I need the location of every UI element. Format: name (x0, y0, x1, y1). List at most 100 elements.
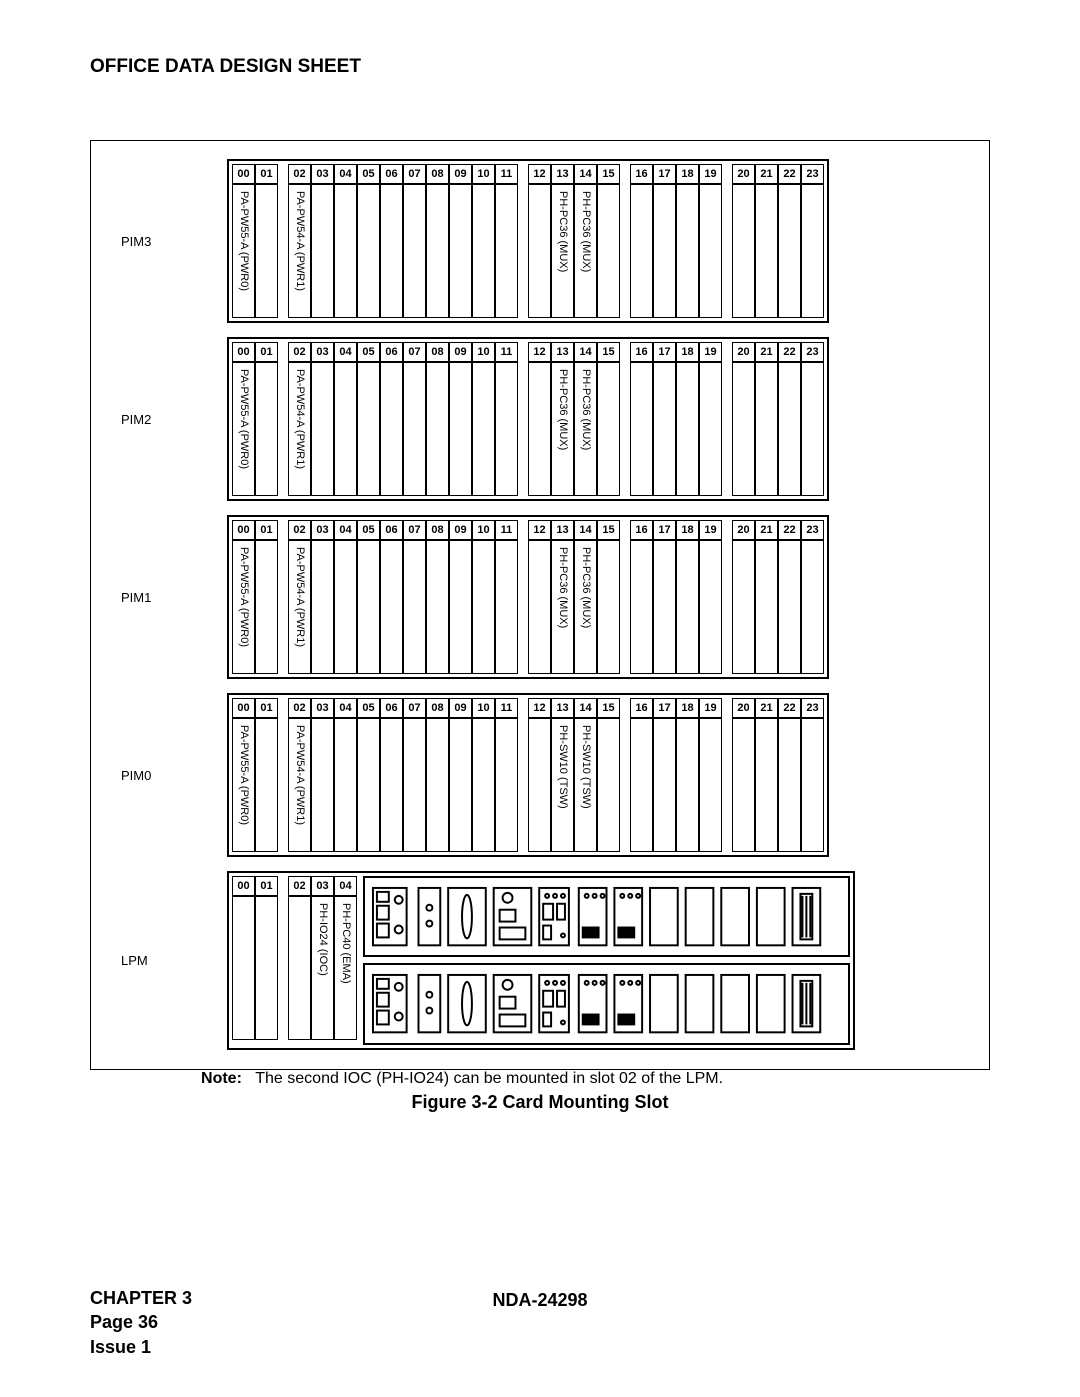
slot-body (403, 718, 426, 852)
slot-head: 19 (699, 698, 722, 718)
slot-body (699, 540, 722, 674)
slot-body (597, 362, 620, 496)
slot-head: 00 (232, 876, 255, 896)
slot-head: 02 (288, 342, 311, 362)
slot-body (676, 718, 699, 852)
slot-body: PA-PW54-A (PWR1) (288, 184, 311, 318)
slot-body (676, 540, 699, 674)
slot-body (653, 362, 676, 496)
slot-head: 18 (676, 698, 699, 718)
slot-body (495, 540, 518, 674)
slot-head: 07 (403, 698, 426, 718)
slot-body (449, 362, 472, 496)
note-prefix: Note: (201, 1070, 242, 1087)
slot-head: 05 (357, 698, 380, 718)
slot-body (334, 184, 357, 318)
footer-chapter: CHAPTER 3 (90, 1286, 192, 1310)
rack-label-lpm: LPM (121, 953, 227, 968)
rack-row-pim3: PIM3 00 01 02 03 04 05 06 07 08 09 10 11 (121, 159, 959, 323)
slot-body (801, 184, 824, 318)
slot-head: 22 (778, 164, 801, 184)
card-label: PH-PC36 (MUX) (580, 191, 592, 272)
slot-body (801, 718, 824, 852)
slot-body (380, 540, 403, 674)
slot-head: 04 (334, 876, 357, 896)
slot-body (334, 718, 357, 852)
slot-head: 04 (334, 698, 357, 718)
slot-head: 07 (403, 342, 426, 362)
slot-head: 08 (426, 164, 449, 184)
slot-head: 05 (357, 342, 380, 362)
slot-body (449, 184, 472, 318)
card-label: PA-PW55-A (PWR0) (238, 547, 250, 647)
slot-body: PA-PW54-A (PWR1) (288, 718, 311, 852)
slot-head: 04 (334, 164, 357, 184)
slot-headers: 00 01 02 03 04 05 06 07 08 09 10 11 12 1… (232, 164, 824, 184)
chassis-pim0: 00 01 02 03 04 05 06 07 08 09 10 11 12 1… (227, 693, 829, 857)
slot-head: 02 (288, 876, 311, 896)
slot-body (676, 184, 699, 318)
slot-body (630, 718, 653, 852)
slot-head: 16 (630, 698, 653, 718)
slot-body (255, 896, 278, 1040)
slot-head: 18 (676, 164, 699, 184)
slot-head: 12 (528, 342, 551, 362)
slot-body (311, 540, 334, 674)
slot-head: 20 (732, 164, 755, 184)
slot-head: 07 (403, 520, 426, 540)
slot-head: 00 (232, 342, 255, 362)
slot-body (334, 540, 357, 674)
card-label: PH-PC40 (EMA) (340, 903, 352, 984)
lpm-panel (363, 876, 850, 957)
slot-head: 13 (551, 520, 574, 540)
slot-head: 08 (426, 342, 449, 362)
slot-body (357, 540, 380, 674)
slot-head: 09 (449, 164, 472, 184)
rack-label-pim3: PIM3 (121, 234, 227, 249)
slot-body: PA-PW54-A (PWR1) (288, 540, 311, 674)
slot-head: 01 (255, 164, 278, 184)
slot-head: 11 (495, 342, 518, 362)
slot-body (426, 718, 449, 852)
slot-head: 02 (288, 698, 311, 718)
slot-head: 21 (755, 164, 778, 184)
slot-body (472, 362, 495, 496)
slot-head: 20 (732, 342, 755, 362)
slot-body (801, 362, 824, 496)
slot-head: 09 (449, 698, 472, 718)
card-label: PH-SW10 (TSW) (580, 725, 592, 809)
slot-head: 08 (426, 520, 449, 540)
slot-head: 01 (255, 342, 278, 362)
slot-head: 10 (472, 164, 495, 184)
slot-body: PA-PW55-A (PWR0) (232, 718, 255, 852)
slot-body (699, 718, 722, 852)
slot-body (255, 184, 278, 318)
card-label: PA-PW54-A (PWR1) (294, 369, 306, 469)
slot-head: 23 (801, 164, 824, 184)
slot-head: 15 (597, 698, 620, 718)
slot-body (755, 540, 778, 674)
slot-body: PH-PC36 (MUX) (551, 362, 574, 496)
chassis-pim1: 00 01 02 03 04 05 06 07 08 09 10 11 12 1… (227, 515, 829, 679)
slot-head: 03 (311, 698, 334, 718)
slot-body (778, 184, 801, 318)
slot-head: 02 (288, 164, 311, 184)
slot-body (732, 184, 755, 318)
slot-head: 22 (778, 520, 801, 540)
slot-body (449, 540, 472, 674)
slot-body (288, 896, 311, 1040)
slot-body (255, 540, 278, 674)
slot-head: 15 (597, 520, 620, 540)
slot-head: 16 (630, 164, 653, 184)
slot-head: 11 (495, 520, 518, 540)
slot-body (357, 718, 380, 852)
slot-body: PH-IO24 (IOC) (311, 896, 334, 1040)
slot-head: 17 (653, 520, 676, 540)
slot-body (630, 540, 653, 674)
slot-head: 13 (551, 342, 574, 362)
slot-body (528, 184, 551, 318)
panel-icon (369, 882, 844, 951)
slot-body: PH-PC36 (MUX) (574, 362, 597, 496)
lpm-panel (363, 963, 850, 1044)
rack-label-pim1: PIM1 (121, 590, 227, 605)
